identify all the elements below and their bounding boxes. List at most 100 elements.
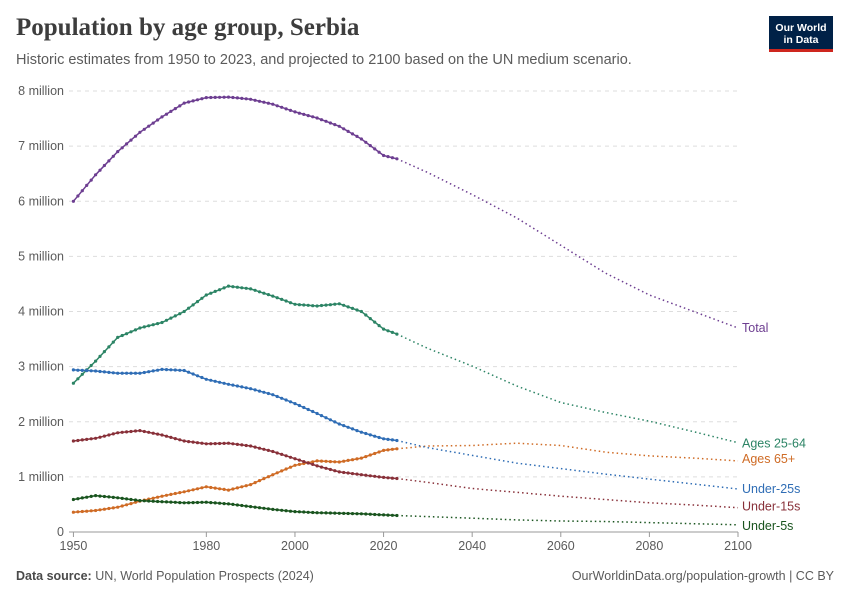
data-point xyxy=(346,471,350,475)
data-point xyxy=(187,306,191,310)
data-point xyxy=(102,350,106,354)
data-point xyxy=(319,414,324,418)
data-point xyxy=(328,418,332,422)
data-point xyxy=(169,500,173,504)
data-point xyxy=(368,474,372,478)
data-point xyxy=(333,469,337,473)
data-point xyxy=(249,483,253,487)
data-point xyxy=(382,513,386,517)
axes: 0 1 million 2 million 3 million 4 million 5 m… xyxy=(18,84,752,553)
source-url-link[interactable]: OurWorldinData.org/population-growth | C… xyxy=(571,569,834,583)
data-point xyxy=(138,326,142,330)
data-point xyxy=(253,481,257,485)
data-point xyxy=(178,438,182,442)
data-point xyxy=(333,302,337,306)
owid-logo[interactable]: Our World in Data xyxy=(769,16,833,52)
data-point xyxy=(311,510,315,515)
data-point xyxy=(324,466,328,470)
data-point xyxy=(346,511,350,516)
data-point xyxy=(89,363,93,368)
logo-line-1: Our World xyxy=(775,22,827,34)
data-point xyxy=(195,487,200,491)
data-point xyxy=(173,314,177,318)
data-point xyxy=(85,437,89,441)
historic-line xyxy=(72,96,398,202)
data-point xyxy=(382,327,386,331)
data-point xyxy=(142,429,146,434)
x-tick-label: 1980 xyxy=(192,539,220,553)
data-point xyxy=(337,470,341,474)
series-ages-25-64[interactable] xyxy=(71,284,739,444)
series-lines xyxy=(71,95,739,526)
data-point xyxy=(315,464,319,468)
data-point xyxy=(98,435,102,439)
data-point xyxy=(107,495,111,499)
data-point xyxy=(102,370,106,374)
data-point xyxy=(169,368,173,372)
data-point xyxy=(280,396,284,400)
data-point xyxy=(306,303,310,307)
data-source-text: UN, World Population Prospects (2024) xyxy=(91,569,314,583)
data-point xyxy=(284,467,288,471)
data-point xyxy=(116,505,120,509)
projected-line xyxy=(396,333,739,444)
data-point xyxy=(266,507,270,511)
data-point xyxy=(89,369,93,373)
data-point xyxy=(111,506,115,510)
data-point xyxy=(222,381,226,385)
data-point xyxy=(191,372,195,376)
data-point xyxy=(337,422,341,426)
data-point xyxy=(133,134,138,138)
data-point xyxy=(386,329,390,333)
data-point xyxy=(315,511,319,515)
data-point xyxy=(328,460,332,464)
data-point xyxy=(253,445,257,449)
data-point xyxy=(271,473,275,477)
data-point xyxy=(368,317,372,321)
series-ages-65[interactable] xyxy=(71,442,739,514)
data-point xyxy=(315,411,319,416)
data-point xyxy=(98,168,102,172)
data-point xyxy=(244,443,248,448)
series-under-5s[interactable] xyxy=(71,494,739,526)
data-point xyxy=(364,431,368,436)
data-point xyxy=(151,323,155,327)
data-point xyxy=(271,449,275,454)
data-point xyxy=(235,285,239,289)
data-point xyxy=(85,183,89,187)
data-point xyxy=(333,511,337,515)
data-point xyxy=(142,127,146,131)
data-point xyxy=(178,368,182,372)
data-point xyxy=(364,455,368,459)
data-point xyxy=(120,371,124,375)
data-point xyxy=(377,475,381,479)
data-point xyxy=(204,96,208,100)
data-point xyxy=(368,512,372,516)
data-point xyxy=(355,472,359,476)
series-total[interactable] xyxy=(71,95,739,329)
data-point xyxy=(125,332,129,336)
data-point xyxy=(200,500,204,504)
data-point xyxy=(311,460,315,464)
data-point xyxy=(368,433,372,437)
data-point xyxy=(244,484,248,488)
data-point xyxy=(98,369,102,374)
data-point xyxy=(76,497,80,501)
data-point xyxy=(302,510,306,514)
data-point xyxy=(288,400,293,404)
series-under-15s[interactable] xyxy=(71,429,739,509)
series-label-under-25s: Under-25s xyxy=(742,482,800,496)
y-tick-label: 5 million xyxy=(18,249,64,263)
data-point xyxy=(164,493,169,497)
data-point xyxy=(187,440,191,444)
data-point xyxy=(160,433,164,437)
series-label-under-15s: Under-15s xyxy=(742,500,800,514)
data-point xyxy=(133,500,138,504)
series-under-25s[interactable] xyxy=(71,367,739,490)
data-point xyxy=(173,368,177,372)
data-point xyxy=(266,391,270,396)
data-point xyxy=(293,302,297,306)
data-point xyxy=(226,382,231,386)
data-point xyxy=(138,499,142,503)
data-point xyxy=(187,501,191,505)
